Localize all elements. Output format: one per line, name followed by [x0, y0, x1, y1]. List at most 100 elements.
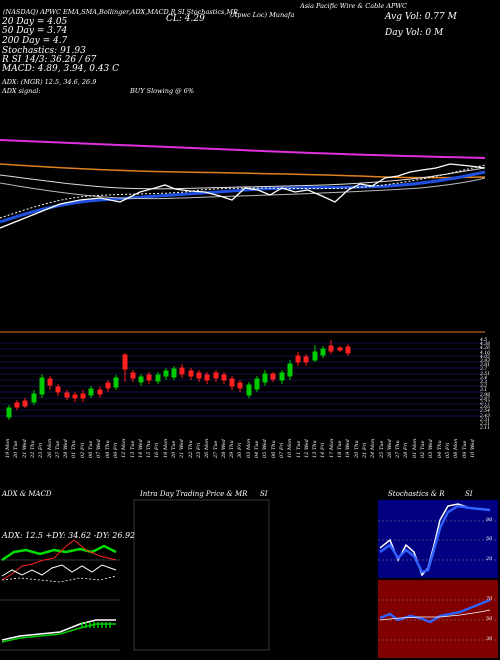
date-tick-label: 01 Thu	[71, 440, 78, 458]
candle	[196, 370, 202, 382]
candle	[246, 382, 252, 398]
white-band-dotted	[0, 164, 486, 219]
price-tick-label: 2.31	[480, 417, 491, 423]
indicators-tail: SI,Stochastics,MR	[177, 8, 238, 16]
date-tick-label: 13 Thu	[312, 440, 319, 458]
date-tick-label: 29 Thu	[229, 440, 236, 458]
white-band-lower	[0, 177, 486, 200]
date-tick-label: 12 Wed	[303, 439, 310, 458]
date-tick-label: 19 Mon	[5, 438, 11, 458]
price-tick-label: 4.5	[480, 338, 488, 343]
candle	[229, 376, 235, 390]
price-tick-label: 4.38	[480, 342, 491, 348]
date-tick-label: 25 Tue	[378, 440, 385, 458]
candle	[270, 372, 276, 382]
magenta-ma-line	[0, 139, 486, 159]
candle	[6, 405, 12, 420]
price-tick-label: 3.1	[480, 388, 488, 394]
candle	[221, 372, 227, 384]
date-tick-label: 26 Mon	[46, 438, 53, 458]
candle	[312, 345, 318, 362]
date-tick-label: 06 Thu	[270, 440, 277, 458]
adx-signal-value: BUY Slowing @ 6%	[130, 87, 194, 95]
price-tick-label: 3.93	[480, 359, 491, 364]
date-tick-label: 20 Tue	[171, 440, 177, 458]
candle	[279, 370, 285, 384]
date-tick-label: 05 Wed	[262, 439, 269, 458]
candle	[14, 400, 20, 410]
price-tick-label: 2.87	[480, 396, 491, 402]
adx-green-line	[1, 544, 117, 562]
price-tick-label: 2.11	[480, 426, 491, 432]
dma20-label: 20 Day = 4.05	[2, 17, 68, 27]
rsi-blue-line	[379, 598, 491, 624]
price-tick-label: 2.54	[480, 409, 491, 415]
date-tick-label: 07 Wed	[96, 439, 103, 458]
date-tick-label: 03 Mon	[245, 438, 252, 458]
date-tick-label: 24 Mon	[370, 438, 377, 458]
rsi-tick-70: 70	[486, 596, 493, 602]
close-label: CL: 4.29	[166, 14, 205, 24]
rsi-tick-50: 50	[486, 616, 493, 622]
date-tick-label: 19 Wed	[345, 439, 352, 458]
date-tick-label: 05 Fri	[444, 442, 451, 458]
stoch-panel-title-tail: SI	[465, 490, 473, 498]
date-tick-label: 21 Wed	[179, 439, 186, 458]
stoch-label: Stochastics: 91.93	[2, 46, 86, 56]
date-tick-label: 04 Thu	[436, 440, 443, 458]
rsi-tick-30: 30	[486, 636, 493, 642]
candle	[64, 390, 70, 400]
date-tick-label: 28 Wed	[220, 439, 227, 458]
candle	[105, 380, 111, 392]
date-tick-label: 18 Tue	[337, 440, 343, 458]
candle	[113, 375, 119, 390]
macd-histogram	[81, 622, 111, 628]
white-price-line	[0, 163, 486, 229]
rsi-white-line	[379, 609, 491, 621]
date-tick-label: 26 Wed	[386, 439, 393, 458]
stoch-blue-line	[379, 504, 491, 574]
candle	[97, 386, 103, 398]
rsi-label: R SI 14/3: 36.26 / 67	[2, 55, 97, 65]
date-tick-label: 02 Tue	[420, 440, 426, 458]
date-tick-label: 30 Fri	[237, 442, 244, 458]
adx-label: ADX: (MGR) 12.5, 34.6, 26.9	[2, 78, 97, 86]
day-volume: Day Vol: 0 M	[385, 28, 444, 38]
date-axis: 19 Mon 20 Tue 21 Wed 22 Thu 23 Fri 26 Mon 27 T…	[0, 438, 500, 484]
chart-title: (NASDAQ) APWC EMA,SMA,Bollinger,ADX,MACD…	[3, 8, 238, 16]
adx-red-line	[1, 539, 117, 581]
intraday-panel-title-tail: SI	[260, 490, 268, 498]
intraday-bg	[133, 499, 270, 651]
white-band-upper	[0, 167, 486, 190]
avg-volume: Avg Vol: 0.77 M	[385, 12, 457, 22]
date-tick-label: 06 Tue	[88, 440, 94, 458]
date-tick-label: 20 Thu	[353, 440, 360, 458]
price-grid	[0, 342, 485, 417]
date-tick-label: 21 Wed	[21, 439, 28, 458]
price-tick-label: 4.16	[480, 350, 491, 356]
macd-green-line	[1, 623, 116, 643]
price-tick-label: 3.51	[480, 371, 491, 377]
candle	[262, 370, 268, 386]
date-tick-label: 14 Fri	[320, 442, 327, 458]
date-tick-label: 28 Wed	[63, 439, 70, 458]
candle	[22, 398, 28, 408]
candle	[337, 346, 343, 352]
price-tick-label: 2.77	[480, 401, 491, 406]
price-tick-label: 3.7	[480, 367, 488, 373]
date-tick-label: 27 Tue	[212, 440, 219, 458]
date-tick-label: 22 Thu	[187, 440, 194, 458]
price-tick-label: 3.81	[480, 363, 491, 369]
price-tick-label: 3.3	[480, 380, 488, 385]
date-tick-label: 14 Wed	[137, 439, 144, 458]
candle	[155, 372, 161, 384]
adx-white-line	[1, 564, 117, 577]
date-tick-label: 17 Mon	[328, 438, 335, 458]
date-tick-label: 10 Wed	[469, 439, 476, 458]
date-tick-label: 10 Mon	[287, 438, 294, 458]
date-tick-label: 21 Fri	[361, 442, 368, 458]
candle	[31, 390, 37, 405]
stoch-tick-20: 20	[486, 556, 493, 562]
price-tick-label: 2.43	[480, 413, 491, 419]
ticker-label: APWC	[40, 8, 61, 16]
